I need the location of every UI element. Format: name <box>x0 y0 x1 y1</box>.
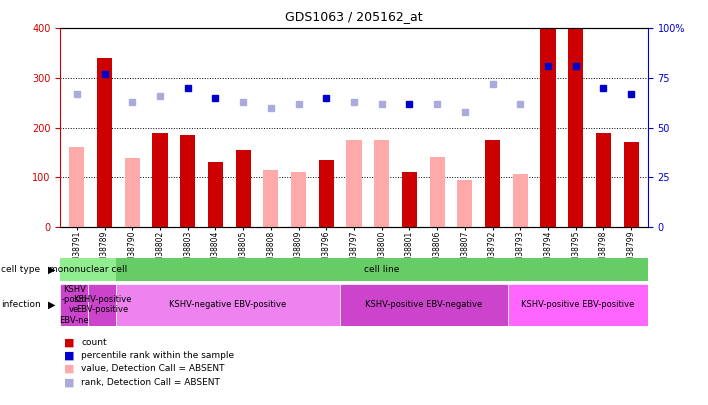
Bar <box>88 284 116 326</box>
Text: rank, Detection Call = ABSENT: rank, Detection Call = ABSENT <box>81 378 220 387</box>
Text: GDS1063 / 205162_at: GDS1063 / 205162_at <box>285 10 423 23</box>
Bar <box>263 170 278 227</box>
Bar <box>319 160 334 227</box>
Text: ■: ■ <box>64 351 74 360</box>
Bar <box>508 284 648 326</box>
Text: ■: ■ <box>64 377 74 387</box>
Bar <box>116 284 340 326</box>
Bar <box>125 158 140 227</box>
Bar <box>430 157 445 227</box>
Text: percentile rank within the sample: percentile rank within the sample <box>81 351 234 360</box>
Bar <box>340 284 508 326</box>
Bar <box>69 147 84 227</box>
Bar <box>457 180 472 227</box>
Bar <box>596 132 611 227</box>
Bar <box>97 58 112 227</box>
Text: cell line: cell line <box>365 265 400 274</box>
Text: ▶: ▶ <box>48 265 56 275</box>
Bar <box>374 140 389 227</box>
Bar <box>291 172 306 227</box>
Bar <box>207 162 223 227</box>
Bar <box>60 258 116 281</box>
Text: value, Detection Call = ABSENT: value, Detection Call = ABSENT <box>81 364 225 373</box>
Text: KSHV-positive
EBV-positive: KSHV-positive EBV-positive <box>73 295 132 314</box>
Text: KSHV
-positi
ve
EBV-ne: KSHV -positi ve EBV-ne <box>59 285 89 325</box>
Bar <box>346 140 362 227</box>
Text: KSHV-positive EBV-positive: KSHV-positive EBV-positive <box>521 300 634 309</box>
Bar <box>180 135 195 227</box>
Bar <box>568 28 583 227</box>
Bar <box>485 140 501 227</box>
Text: count: count <box>81 338 107 347</box>
Text: cell type: cell type <box>1 265 40 274</box>
Bar <box>540 28 556 227</box>
Bar <box>152 132 168 227</box>
Text: ■: ■ <box>64 337 74 347</box>
Text: ▶: ▶ <box>48 300 56 310</box>
Text: ■: ■ <box>64 364 74 374</box>
Bar <box>624 143 639 227</box>
Bar <box>402 172 417 227</box>
Text: KSHV-positive EBV-negative: KSHV-positive EBV-negative <box>365 300 483 309</box>
Text: mononuclear cell: mononuclear cell <box>49 265 127 274</box>
Bar <box>513 174 528 227</box>
Text: KSHV-negative EBV-positive: KSHV-negative EBV-positive <box>169 300 287 309</box>
Bar <box>60 284 88 326</box>
Bar <box>236 150 251 227</box>
Text: infection: infection <box>1 300 41 309</box>
